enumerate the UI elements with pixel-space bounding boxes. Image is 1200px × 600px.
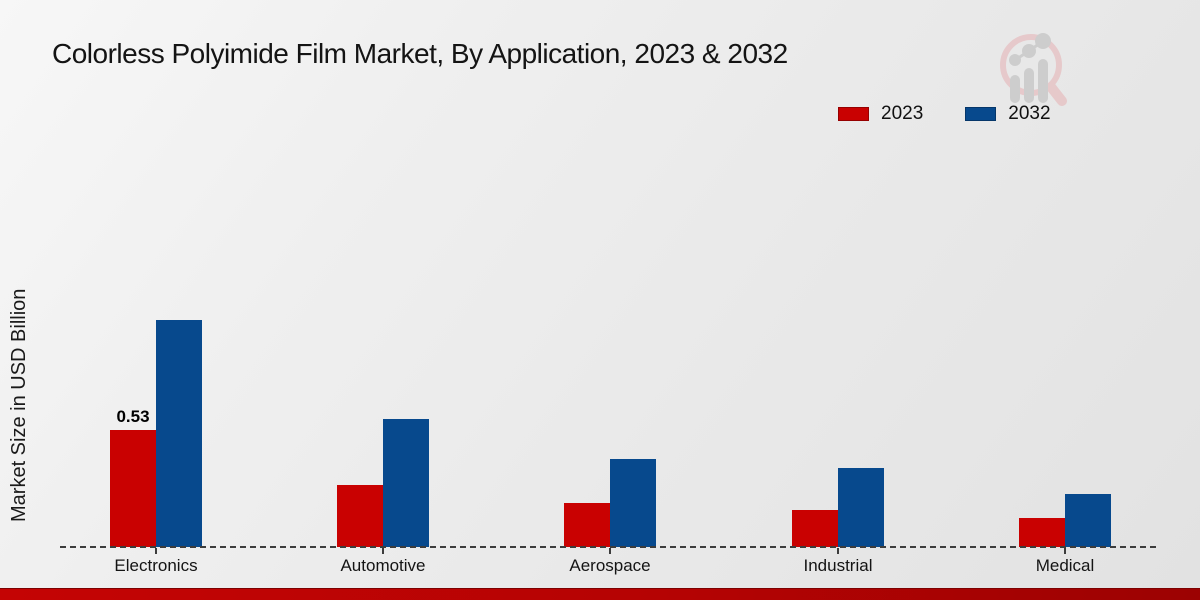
bar-2023-medical (1019, 518, 1065, 547)
legend-swatch-2032-icon (965, 107, 997, 121)
bar-2032-electronics (156, 320, 202, 547)
x-axis-tick (609, 548, 611, 554)
y-axis-title: Market Size in USD Billion (8, 288, 30, 522)
x-axis-tick (837, 548, 839, 554)
x-axis-label-automotive: Automotive (340, 556, 426, 575)
x-axis-label-medical: Medical (1035, 556, 1095, 575)
bar-2032-medical (1065, 494, 1111, 547)
x-axis-label-aerospace: Aerospace (569, 556, 651, 575)
legend: 2023 2032 (838, 103, 1051, 125)
bar-2023-automotive (337, 485, 383, 547)
legend-swatch-2023-icon (838, 107, 869, 121)
bar-2032-industrial (838, 468, 884, 547)
chart-title: Colorless Polyimide Film Market, By Appl… (52, 38, 788, 69)
bar-2023-electronics (110, 430, 156, 547)
market-research-future-watermark-icon (998, 28, 1070, 117)
bottom-accent-bar (0, 588, 1200, 600)
x-axis-label-industrial: Industrial (803, 556, 873, 575)
legend-label-2023: 2023 (881, 103, 924, 124)
bar-2032-aerospace (610, 459, 656, 547)
legend-item-2032: 2032 (965, 103, 1051, 125)
legend-label-2032: 2032 (1008, 103, 1051, 124)
x-axis-tick (382, 548, 384, 554)
x-axis-baseline (60, 546, 1156, 548)
bar-2023-aerospace (564, 503, 610, 547)
bar-value-label: 0.53 (116, 407, 150, 426)
bar-2032-automotive (383, 419, 429, 547)
legend-item-2023: 2023 (838, 103, 923, 125)
x-axis-label-electronics: Electronics (114, 556, 198, 575)
x-axis-tick (1064, 548, 1066, 554)
x-axis-tick (155, 548, 157, 554)
bar-2023-industrial (792, 510, 838, 547)
